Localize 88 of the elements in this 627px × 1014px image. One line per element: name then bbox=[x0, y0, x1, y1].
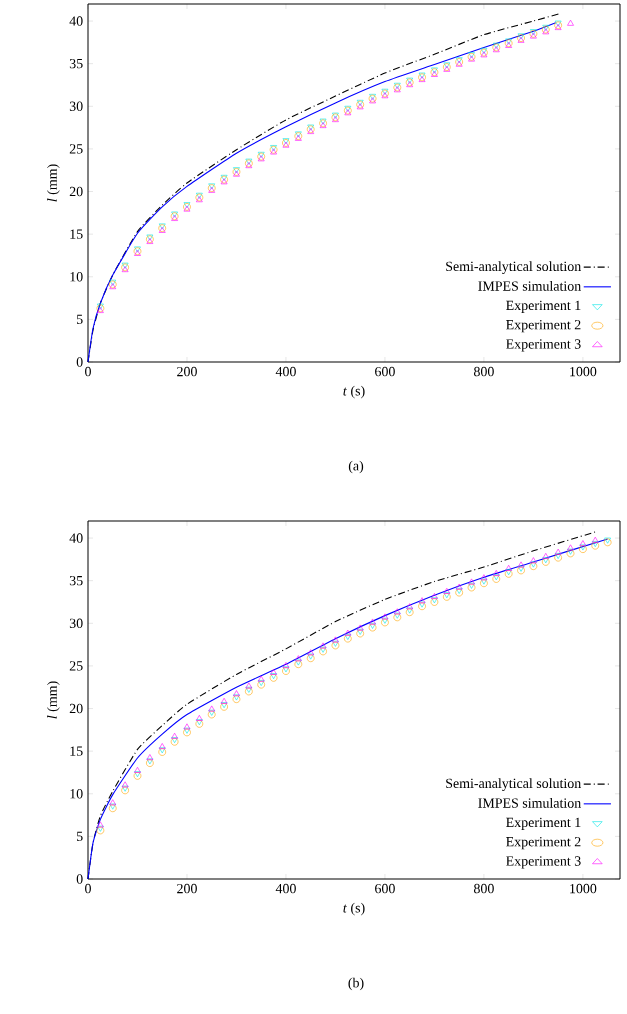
point bbox=[579, 540, 587, 547]
point bbox=[492, 570, 500, 576]
point bbox=[245, 682, 253, 689]
y-tick-label: 0 bbox=[76, 874, 83, 884]
point bbox=[542, 553, 550, 559]
point bbox=[319, 642, 327, 649]
x-tick-label: 400 bbox=[275, 883, 296, 894]
point bbox=[282, 662, 290, 668]
legend-label: IMPES simulation bbox=[478, 797, 581, 808]
legend-label: Experiment 1 bbox=[506, 300, 581, 313]
legend-label: Experiment 3 bbox=[506, 339, 581, 352]
point bbox=[233, 690, 240, 697]
point bbox=[171, 732, 178, 739]
point bbox=[567, 19, 574, 26]
point bbox=[455, 583, 463, 590]
point bbox=[220, 697, 228, 704]
legend-label: Experiment 2 bbox=[506, 837, 581, 850]
y-tick-label: 25 bbox=[69, 144, 83, 154]
x-tick-label: 1000 bbox=[570, 883, 597, 894]
point bbox=[183, 723, 191, 730]
y-tick-label: 30 bbox=[69, 101, 83, 111]
point bbox=[567, 544, 574, 551]
x-tick-label: 0 bbox=[85, 883, 91, 894]
y-tick-label: 15 bbox=[70, 229, 83, 239]
point bbox=[369, 618, 376, 625]
point bbox=[97, 821, 104, 828]
point bbox=[591, 536, 599, 543]
point bbox=[270, 668, 277, 675]
point bbox=[356, 624, 364, 631]
point bbox=[344, 629, 352, 636]
y-tick-label: 15 bbox=[70, 746, 83, 756]
point bbox=[517, 561, 525, 568]
point bbox=[381, 613, 389, 620]
y-tick-label: 0 bbox=[76, 357, 83, 367]
legend-label: Semi-analytical solution bbox=[446, 778, 582, 791]
x-tick-label: 600 bbox=[375, 366, 395, 377]
x-tick-label: 0 bbox=[85, 366, 91, 377]
point bbox=[257, 675, 265, 682]
point bbox=[146, 754, 154, 761]
legend-label: Experiment 1 bbox=[506, 817, 581, 830]
y-tick-label: 40 bbox=[69, 16, 83, 26]
x-tick-label: 200 bbox=[177, 883, 197, 894]
legend-label: Experiment 2 bbox=[506, 320, 581, 333]
point bbox=[468, 578, 475, 585]
y-tick-label: 10 bbox=[70, 789, 83, 799]
point bbox=[443, 587, 451, 594]
point bbox=[295, 655, 302, 662]
x-tick-label: 400 bbox=[275, 366, 296, 377]
point bbox=[196, 714, 203, 721]
point bbox=[307, 649, 315, 656]
legend-label: Experiment 3 bbox=[506, 856, 581, 869]
x-tick-label: 800 bbox=[473, 366, 494, 377]
point bbox=[505, 564, 512, 571]
point bbox=[530, 557, 537, 564]
legend-label: Semi-analytical solution bbox=[446, 261, 582, 274]
x-tick-label: 600 bbox=[375, 883, 395, 894]
point bbox=[480, 574, 488, 581]
y-tick-label: 20 bbox=[69, 186, 83, 197]
point bbox=[121, 781, 129, 788]
y-tick-label: 30 bbox=[69, 618, 83, 629]
legend-label: IMPES simulation bbox=[478, 280, 581, 291]
x-axis-title: t (s) bbox=[343, 902, 365, 916]
text: (a) bbox=[348, 460, 364, 474]
point bbox=[134, 766, 141, 773]
y-tick-label: 25 bbox=[69, 661, 83, 671]
y-tick-label: 40 bbox=[69, 533, 83, 543]
point bbox=[158, 743, 166, 749]
y-axis-title: l (mm) bbox=[47, 681, 60, 719]
point bbox=[332, 636, 339, 643]
point bbox=[406, 603, 414, 610]
point bbox=[554, 548, 562, 555]
x-axis-title: t (s) bbox=[343, 385, 365, 399]
y-axis-title: l (mm) bbox=[47, 164, 60, 202]
x-tick-label: 200 bbox=[177, 366, 197, 377]
point bbox=[418, 597, 426, 604]
point bbox=[208, 705, 216, 712]
y-tick-label: 35 bbox=[69, 58, 83, 69]
point bbox=[431, 593, 438, 599]
point bbox=[393, 608, 401, 615]
y-tick-label: 5 bbox=[76, 314, 83, 325]
y-tick-label: 20 bbox=[69, 703, 83, 714]
point bbox=[109, 799, 117, 806]
y-tick-label: 35 bbox=[69, 575, 83, 586]
x-tick-label: 1000 bbox=[570, 366, 597, 377]
text: (b) bbox=[348, 977, 364, 991]
y-tick-label: 10 bbox=[70, 272, 83, 282]
y-tick-label: 5 bbox=[76, 831, 83, 842]
x-tick-label: 800 bbox=[473, 883, 494, 894]
